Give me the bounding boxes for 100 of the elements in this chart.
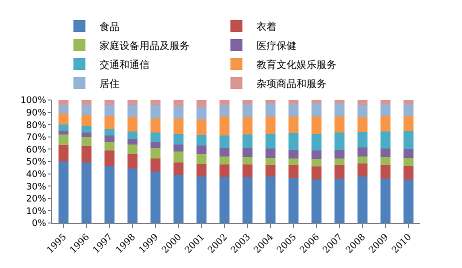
bar [403,179,414,223]
bar [173,152,184,163]
bar [219,104,230,117]
bar [403,166,414,180]
y-tick-label: 90% [26,108,47,118]
bar [334,132,345,150]
bar [380,165,391,179]
bar [173,162,184,176]
bar [380,116,391,132]
bar [311,179,322,223]
bar [104,100,115,105]
legend-label: 教育文化娱乐服务 [256,58,336,71]
bar [242,104,253,118]
bar [150,142,161,148]
bar [150,158,161,172]
bar [104,104,115,116]
bar [58,134,69,145]
bar [380,104,391,116]
bar [196,146,207,154]
bar [173,118,184,134]
bar [334,150,345,158]
bar [403,104,414,116]
bar [288,158,299,166]
bar [127,131,138,139]
bar [127,117,138,132]
bar [288,116,299,134]
bar [196,100,207,107]
bar [150,118,161,133]
y-tick-label: 20% [26,194,47,205]
bar [150,104,161,118]
legend-label: 衣着 [256,20,276,33]
bar [150,148,161,158]
bar [219,156,230,165]
bar [58,124,69,131]
bar [265,165,276,176]
bar [104,116,115,129]
bar [311,104,322,117]
bar [242,176,253,223]
bar [150,171,161,223]
bar [127,104,138,118]
y-tick-label: 80% [26,120,47,131]
bar [357,156,368,164]
bar [196,164,207,176]
bar [265,176,276,223]
bar [127,100,138,105]
bar [311,166,322,180]
legend-label: 居住 [99,78,120,90]
bar [219,136,230,148]
y-tick-label: 50% [26,158,47,168]
bar [196,135,207,146]
bar [334,158,345,166]
bar [104,136,115,142]
bar [81,146,92,163]
bar [265,116,276,134]
bar [58,144,69,162]
bar [403,130,414,150]
bar [334,116,345,133]
bar [265,134,276,149]
y-tick-label: 100% [20,96,47,106]
bar [357,147,368,157]
bar [104,128,115,136]
bar [288,133,299,150]
y-tick-label: 70% [26,133,47,144]
bar [173,106,184,118]
bar [173,134,184,144]
bar [81,132,92,137]
bar [311,134,322,150]
bar [403,149,414,158]
bar [81,114,92,126]
legend-label: 家庭设备用品及服务 [99,40,190,52]
bar [196,154,207,164]
bar [58,104,69,114]
bar [311,116,322,134]
bar [219,176,230,223]
bar [81,104,92,115]
bar [150,132,161,142]
y-tick-label: 40% [26,170,47,180]
bar [173,144,184,152]
bar [380,148,391,158]
bar [334,165,345,179]
bar [288,104,299,117]
bar [173,175,184,223]
bar [265,104,276,117]
bar [334,100,345,104]
bar [127,138,138,144]
bar [242,117,253,134]
bar [127,144,138,154]
bar [104,166,115,223]
y-tick-label: 0% [32,219,47,230]
legend-label: 医疗保健 [256,40,296,52]
bar [380,157,391,166]
bar [219,164,230,177]
bar [81,136,92,146]
bar [380,131,391,149]
bar [403,116,414,131]
bar [334,104,345,117]
bar [380,178,391,223]
bar [58,114,69,125]
bar [58,130,69,134]
bar [242,164,253,177]
